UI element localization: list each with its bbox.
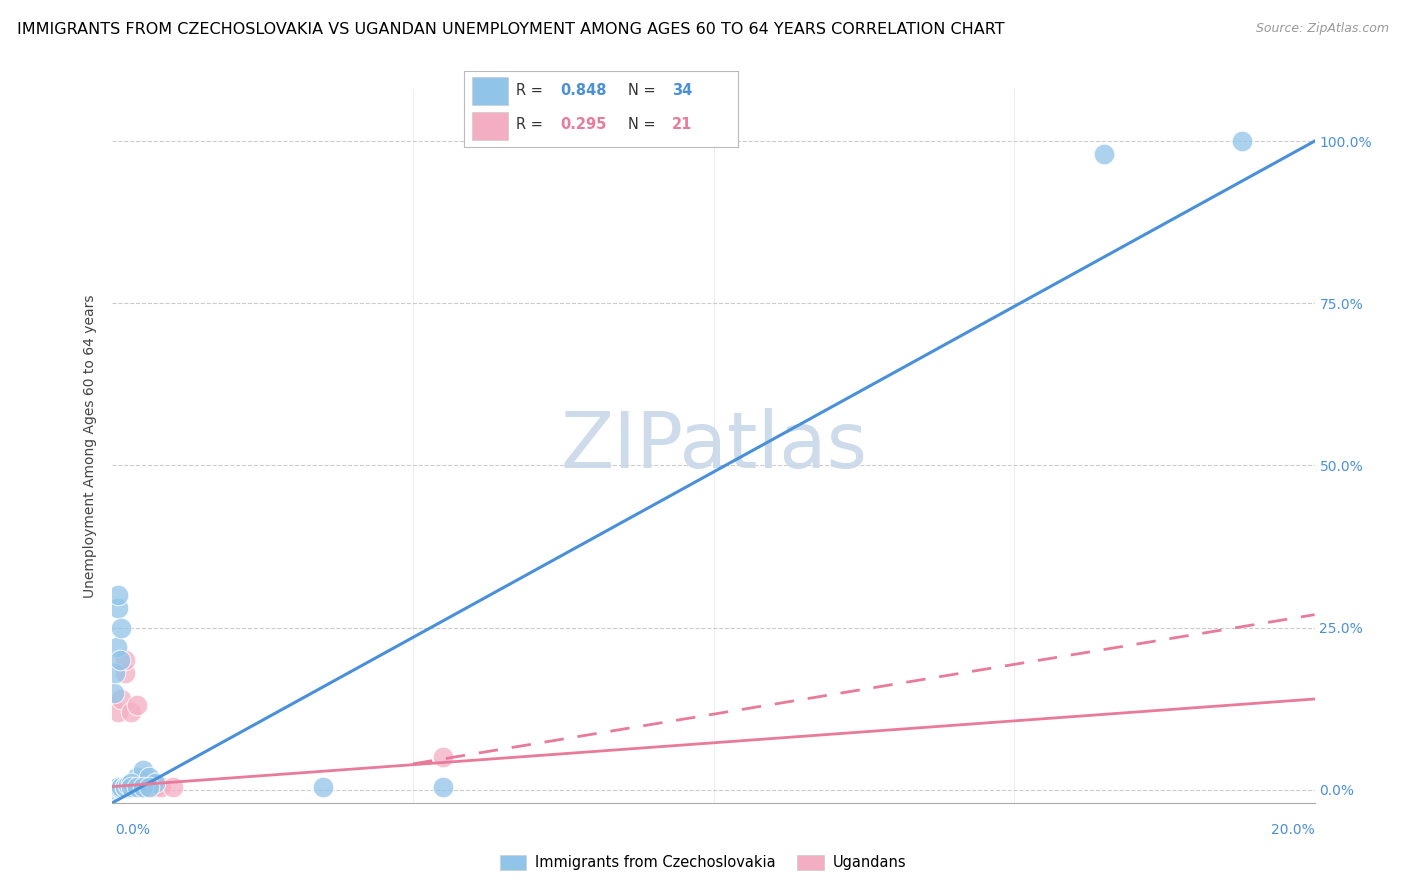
Point bbox=[110, 692, 132, 706]
Point bbox=[143, 780, 166, 794]
Point bbox=[162, 780, 184, 794]
Point bbox=[105, 640, 128, 654]
Text: 0.0%: 0.0% bbox=[115, 823, 150, 837]
Text: IMMIGRANTS FROM CZECHOSLOVAKIA VS UGANDAN UNEMPLOYMENT AMONG AGES 60 TO 64 YEARS: IMMIGRANTS FROM CZECHOSLOVAKIA VS UGANDA… bbox=[17, 22, 1004, 37]
Point bbox=[104, 666, 127, 681]
Text: 34: 34 bbox=[672, 83, 693, 98]
Point bbox=[131, 780, 153, 794]
Point bbox=[149, 780, 172, 794]
Point bbox=[117, 780, 139, 795]
Point bbox=[103, 782, 125, 797]
Point bbox=[120, 776, 142, 790]
Point bbox=[143, 776, 166, 790]
Point bbox=[105, 780, 128, 795]
Text: N =: N = bbox=[628, 118, 661, 132]
Point bbox=[120, 776, 142, 790]
Y-axis label: Unemployment Among Ages 60 to 64 years: Unemployment Among Ages 60 to 64 years bbox=[83, 294, 97, 598]
Point bbox=[131, 780, 153, 794]
Point bbox=[120, 780, 142, 794]
Text: Source: ZipAtlas.com: Source: ZipAtlas.com bbox=[1256, 22, 1389, 36]
Point bbox=[107, 601, 129, 615]
Text: N =: N = bbox=[628, 83, 661, 98]
Point bbox=[114, 666, 136, 681]
Text: 21: 21 bbox=[672, 118, 693, 132]
Point bbox=[125, 770, 148, 784]
Point bbox=[107, 780, 129, 794]
Point bbox=[120, 780, 142, 794]
Point bbox=[312, 780, 335, 794]
Point bbox=[131, 776, 153, 790]
Point bbox=[117, 778, 139, 792]
Text: 20.0%: 20.0% bbox=[1271, 823, 1315, 837]
Point bbox=[125, 780, 148, 794]
Point bbox=[114, 780, 136, 794]
Point bbox=[110, 621, 132, 635]
Point bbox=[1092, 147, 1115, 161]
Point bbox=[114, 780, 136, 794]
Point bbox=[103, 685, 125, 699]
Point bbox=[125, 698, 148, 713]
Point bbox=[104, 781, 127, 796]
Point bbox=[108, 780, 131, 795]
Point bbox=[104, 780, 127, 795]
Point bbox=[110, 780, 132, 795]
Text: ZIPatlas: ZIPatlas bbox=[560, 408, 868, 484]
Text: 0.848: 0.848 bbox=[560, 83, 606, 98]
Point bbox=[125, 780, 148, 794]
Point bbox=[103, 782, 125, 797]
Text: R =: R = bbox=[516, 118, 547, 132]
Bar bbox=[472, 78, 508, 104]
Point bbox=[107, 705, 129, 719]
Text: 0.295: 0.295 bbox=[560, 118, 606, 132]
Point bbox=[114, 653, 136, 667]
Point bbox=[108, 653, 131, 667]
Point bbox=[120, 780, 142, 794]
Text: R =: R = bbox=[516, 83, 547, 98]
Point bbox=[138, 770, 160, 784]
Legend: Immigrants from Czechoslovakia, Ugandans: Immigrants from Czechoslovakia, Ugandans bbox=[494, 848, 912, 876]
Point bbox=[138, 780, 160, 794]
Point bbox=[432, 780, 454, 794]
Point bbox=[138, 776, 160, 790]
Point bbox=[432, 750, 454, 764]
Point bbox=[107, 780, 129, 794]
Point bbox=[107, 588, 129, 602]
Point bbox=[125, 776, 148, 790]
Point bbox=[131, 764, 153, 778]
Point bbox=[120, 780, 142, 794]
Point bbox=[1232, 134, 1254, 148]
Point bbox=[120, 705, 142, 719]
Bar bbox=[472, 112, 508, 140]
Point bbox=[117, 780, 139, 794]
Point bbox=[138, 780, 160, 794]
